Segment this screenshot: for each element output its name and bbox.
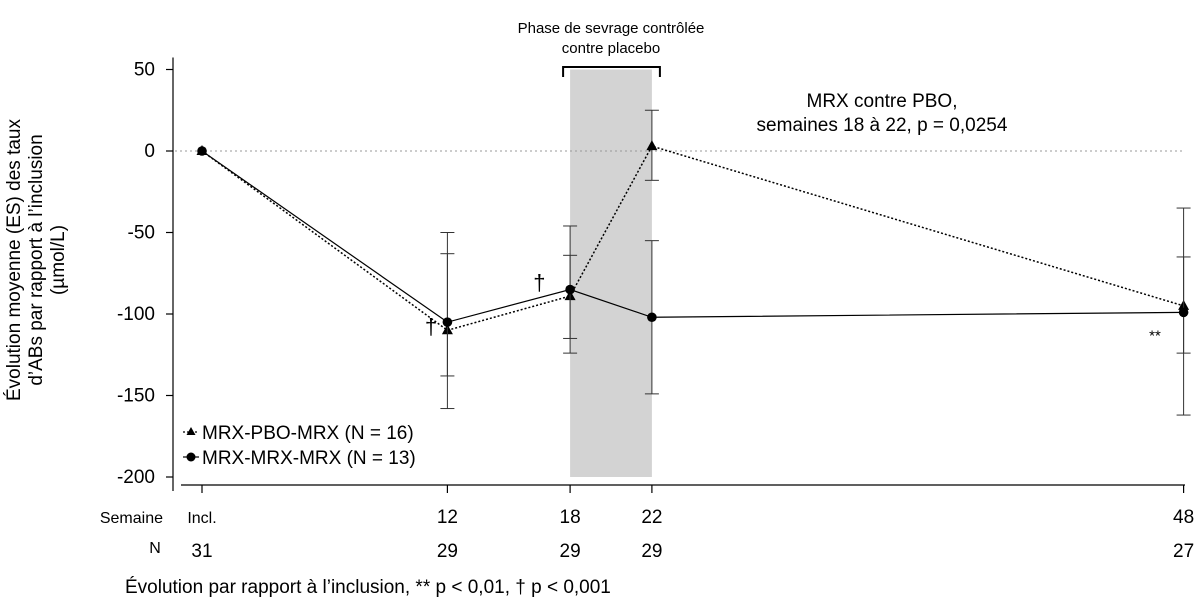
y-tick-label: 0 [144, 141, 155, 162]
x-axis-title: Semaine [100, 510, 163, 527]
withdrawal-phase-label: Phase de sevrage contrôlée [518, 20, 705, 37]
series-mrx-mrx-mrx-point [565, 284, 575, 295]
p-value-annotation: semaines 18 à 22, p = 0,0254 [757, 115, 1008, 136]
p-value-annotation: MRX contre PBO, [807, 91, 958, 112]
n-count-value: 29 [641, 541, 662, 562]
legend-mrx-mrx-mrx-marker [186, 452, 196, 462]
y-tick-label: -150 [117, 386, 155, 407]
x-tick-label: 18 [560, 507, 581, 528]
withdrawal-phase-bracket [562, 66, 661, 77]
series-mrx-pbo-mrx-point [646, 140, 658, 151]
series-mrx-mrx-mrx-line [201, 150, 1184, 323]
n-row-label: N [149, 540, 161, 557]
legend-mrx-pbo-mrx-label: MRX-PBO-MRX (N = 16) [202, 423, 414, 444]
series-mrx-pbo-mrx-line [201, 145, 1184, 332]
significance-marker: † [533, 270, 545, 295]
y-axis-label: (µmol/L) [48, 225, 69, 295]
withdrawal-phase-region [570, 69, 652, 477]
x-tick-label: 22 [641, 507, 662, 528]
n-count-value: 29 [437, 541, 458, 562]
y-tick-label: -50 [128, 223, 155, 244]
y-tick-label: -100 [117, 304, 155, 325]
n-count-value: 29 [560, 541, 581, 562]
series-mrx-mrx-mrx-point [442, 317, 453, 327]
legend-mrx-mrx-mrx-label: MRX-MRX-MRX (N = 13) [202, 448, 416, 469]
x-tick-label: Incl. [187, 510, 216, 527]
series-mrx-mrx-mrx-point [1178, 307, 1189, 318]
n-count-value: 31 [191, 541, 212, 562]
series-mrx-mrx-mrx-point [647, 312, 657, 323]
y-axis-label: Évolution moyenne (ES) des taux [4, 119, 25, 401]
x-tick-label: 12 [437, 507, 458, 528]
n-count-value: 27 [1173, 541, 1194, 562]
x-tick-label: 48 [1173, 507, 1194, 528]
y-tick-label: 50 [134, 60, 155, 81]
series-mrx-mrx-mrx-point [197, 146, 207, 156]
footnote: Évolution par rapport à l’inclusion, ** … [125, 577, 611, 598]
significance-marker: † [425, 314, 437, 339]
y-axis-label: d’ABs par rapport à l’inclusion [26, 134, 47, 385]
withdrawal-phase-label: contre placebo [562, 40, 660, 57]
significance-marker: ** [1149, 328, 1161, 345]
y-tick-label: -200 [117, 467, 155, 488]
legend-mrx-pbo-mrx-marker [186, 427, 196, 435]
